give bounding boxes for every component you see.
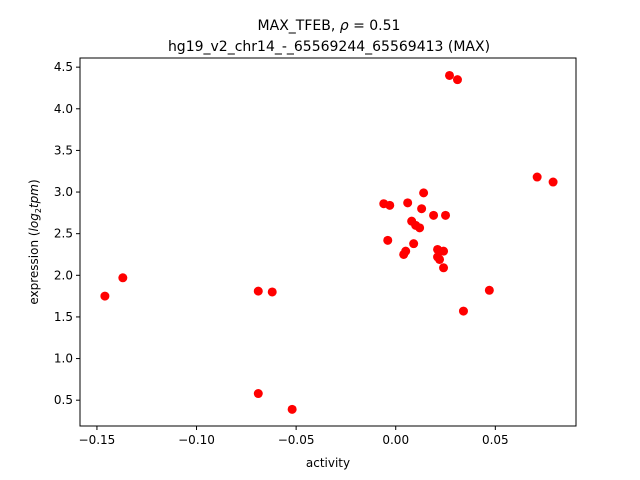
data-point [452, 75, 462, 85]
y-tick-label: 1.0 [54, 352, 73, 366]
y-tick-label: 2.5 [54, 227, 73, 241]
y-tick-label: 3.5 [54, 143, 73, 157]
x-tick-label: −0.10 [178, 433, 215, 447]
data-point [441, 210, 451, 220]
data-point [100, 291, 110, 301]
y-tick-label: 2.0 [54, 268, 73, 282]
x-axis: −0.15 −0.10 −0.05 0.00 0.05 [79, 426, 509, 447]
y-axis: 0.5 1.0 1.5 2.0 2.5 3.0 3.5 4.0 4.5 [54, 60, 80, 407]
y-tick-label: 1.5 [54, 310, 73, 324]
data-point [439, 263, 449, 273]
data-point [287, 404, 297, 414]
x-tick-label: −0.15 [79, 433, 116, 447]
data-point [484, 285, 494, 295]
data-point [548, 177, 558, 187]
x-tick-label: −0.05 [278, 433, 315, 447]
data-point [419, 188, 429, 198]
plot-frame [79, 57, 577, 427]
data-point [532, 172, 542, 182]
data-point [383, 235, 393, 245]
data-point [439, 246, 449, 256]
x-tick-label: 0.00 [382, 433, 409, 447]
data-point [401, 246, 411, 256]
y-tick-label: 4.5 [54, 60, 73, 74]
x-tick-label: 0.05 [482, 433, 509, 447]
data-point [253, 389, 263, 399]
data-point [118, 273, 128, 283]
y-tick-label: 0.5 [54, 393, 73, 407]
data-point [415, 223, 425, 233]
data-point [458, 306, 468, 316]
data-point [385, 200, 395, 210]
y-tick-label: 4.0 [54, 102, 73, 116]
chart-title-line2: hg19_v2_chr14_-_65569244_65569413 (MAX) [168, 39, 490, 55]
data-point [267, 287, 277, 297]
chart-title-line1: MAX_TFEB, ρ = 0.51 [258, 18, 401, 34]
y-axis-label: expression (log2tpm) [27, 179, 43, 304]
data-point [409, 239, 419, 249]
data-point [403, 198, 413, 208]
x-axis-label: activity [306, 456, 350, 470]
data-point [429, 210, 439, 220]
data-point [253, 286, 263, 296]
data-point [417, 204, 427, 214]
y-tick-label: 3.0 [54, 185, 73, 199]
data-points [100, 70, 558, 414]
data-point [435, 254, 445, 264]
data-point [445, 70, 455, 80]
